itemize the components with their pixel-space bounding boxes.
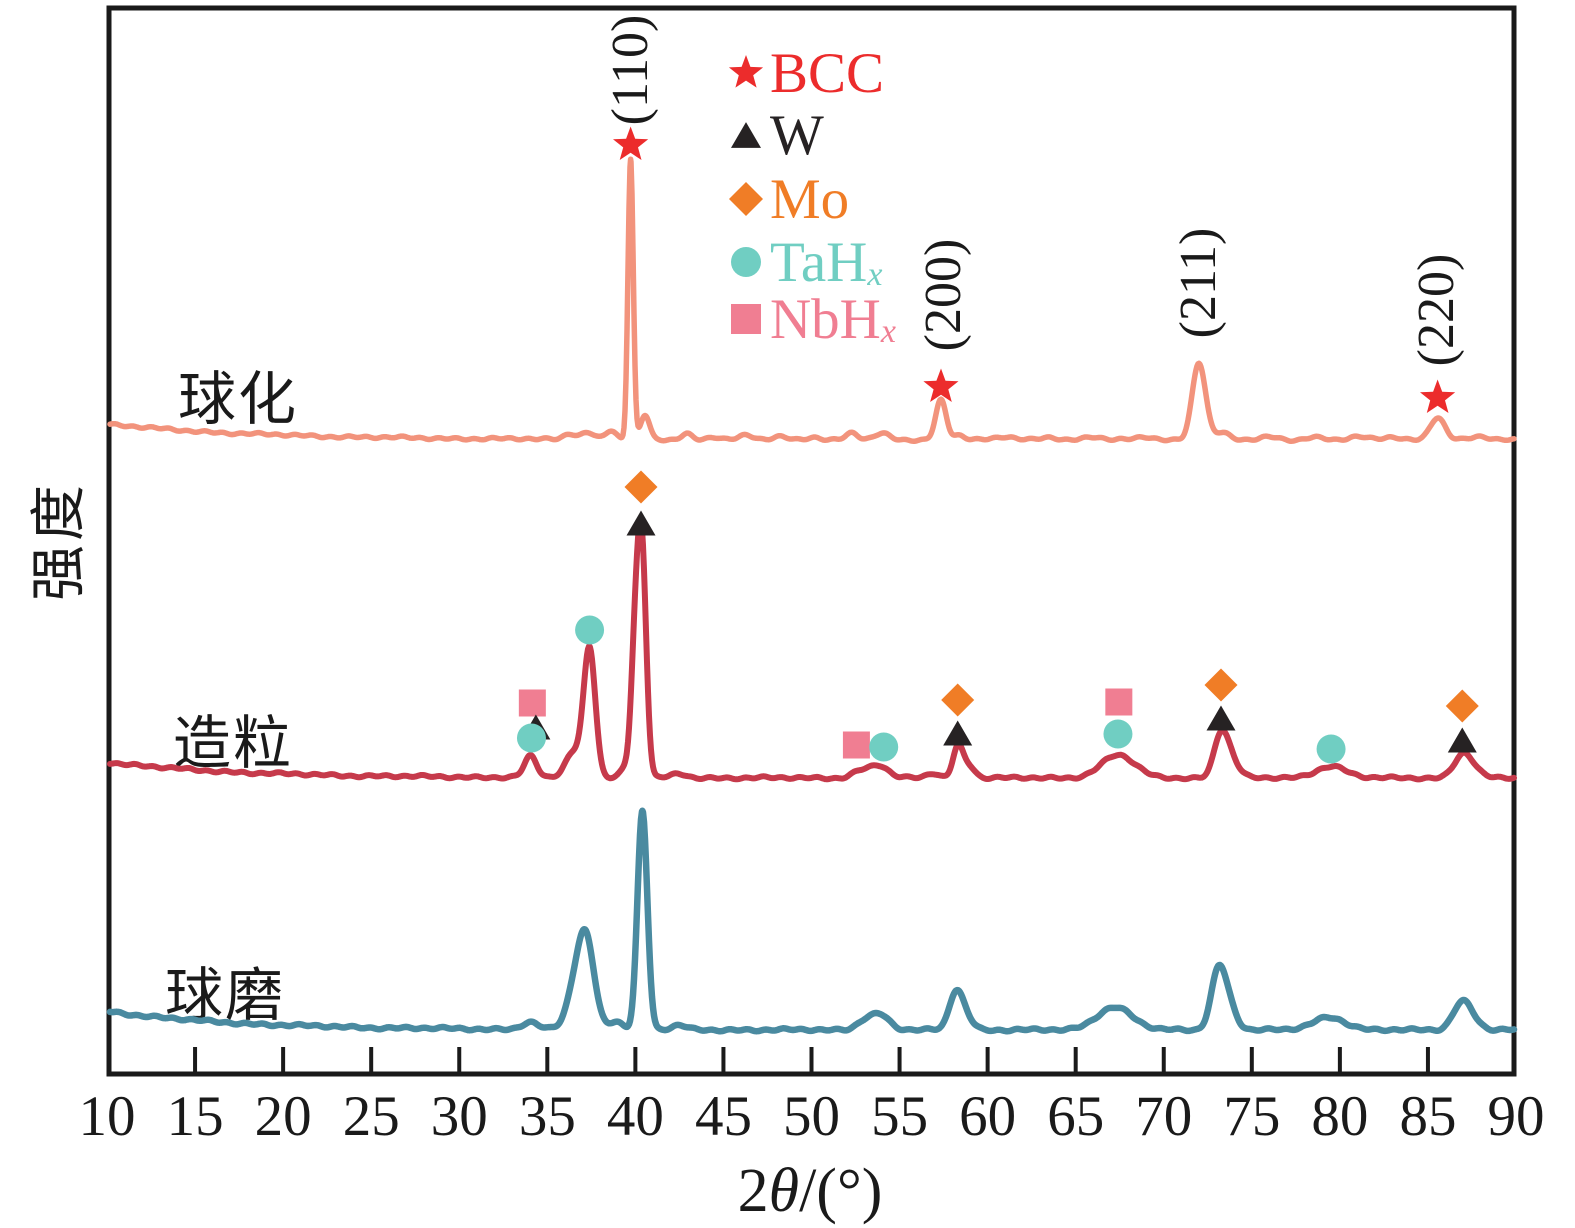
- x-axis-label-post: /(°): [799, 1157, 883, 1225]
- diamond-marker: [624, 470, 658, 504]
- curve-label-granulated: 造粒: [172, 711, 293, 776]
- x-tick-label-35: 35: [518, 1085, 576, 1148]
- curve-label-ball-milled: 球磨: [164, 963, 285, 1028]
- triangle-marker: [1447, 727, 1477, 753]
- x-tick-label-40: 40: [606, 1085, 664, 1148]
- x-tick-label-60: 60: [959, 1085, 1017, 1148]
- legend-item-TaH: TaH x: [724, 230, 882, 294]
- legend-sublabel: x: [880, 313, 896, 350]
- square-marker: [518, 689, 546, 717]
- legend-label-W: W: [770, 103, 824, 167]
- legend-label-TaH: TaH: [770, 230, 868, 294]
- circle-marker: [516, 723, 546, 753]
- x-tick-label-65: 65: [1047, 1085, 1105, 1148]
- circle-marker: [1103, 719, 1133, 749]
- x-tick-label-85: 85: [1399, 1085, 1457, 1148]
- diamond-marker: [1204, 668, 1238, 702]
- x-tick-label-20: 20: [254, 1085, 312, 1148]
- legend-label-NbH: NbH: [770, 287, 881, 351]
- x-tick-label-70: 70: [1135, 1085, 1193, 1148]
- x-tick-label-80: 80: [1311, 1085, 1369, 1148]
- legend-item-Mo: Mo: [724, 167, 850, 231]
- diamond-glyph: [729, 182, 763, 216]
- triangle-icon: [731, 122, 761, 148]
- diamond-marker: [1445, 689, 1479, 723]
- curve-label-spheroidized: 球化: [177, 367, 298, 432]
- circle-marker: [869, 732, 899, 762]
- peak-label-110: (110): [602, 14, 659, 126]
- triangle-marker: [626, 510, 656, 536]
- x-tick-label-30: 30: [430, 1085, 488, 1148]
- x-axis-label-pre: 2: [737, 1157, 769, 1225]
- circle-icon: [731, 247, 761, 277]
- x-tick-label-25: 25: [342, 1085, 400, 1148]
- triangle-marker: [1206, 705, 1236, 731]
- peak-label-200: (200): [915, 238, 972, 352]
- legend-label-BCC: BCC: [770, 41, 885, 105]
- x-tick-label-55: 55: [871, 1085, 929, 1148]
- x-tick-label-10: 10: [78, 1085, 136, 1148]
- x-tick-label-50: 50: [783, 1085, 840, 1148]
- triangle-marker: [943, 720, 973, 746]
- x-axis-label-theta: θ: [768, 1157, 800, 1225]
- y-axis-label: 强度: [29, 481, 91, 601]
- legend-item-NbH: NbH x: [724, 287, 896, 351]
- triangle-glyph: [731, 122, 761, 148]
- x-tick-label-90: 90: [1487, 1085, 1545, 1148]
- triangle-marker: [521, 714, 551, 740]
- peak-label-211: (211): [1170, 227, 1227, 339]
- x-axis-label: 2θ/(°): [610, 1158, 1010, 1224]
- diamond-marker: [941, 683, 975, 717]
- circle-marker: [1316, 734, 1346, 764]
- x-tick-label-15: 15: [166, 1085, 224, 1148]
- x-tick-label-75: 75: [1223, 1085, 1281, 1148]
- circle-marker: [575, 615, 605, 645]
- legend-label-Mo: Mo: [770, 167, 850, 231]
- star-icon: [728, 55, 764, 88]
- square-marker: [1105, 688, 1133, 716]
- square-marker: [842, 731, 870, 759]
- diamond-icon: [729, 182, 763, 216]
- square-glyph: [731, 304, 761, 334]
- x-tick-label-45: 45: [694, 1085, 752, 1148]
- star-glyph: [728, 55, 764, 88]
- circle-glyph: [731, 247, 761, 277]
- legend-item-BCC: BCC: [724, 41, 885, 105]
- square-icon: [731, 304, 761, 334]
- peak-label-220: (220): [1408, 253, 1465, 367]
- legend-item-W: W: [724, 103, 824, 167]
